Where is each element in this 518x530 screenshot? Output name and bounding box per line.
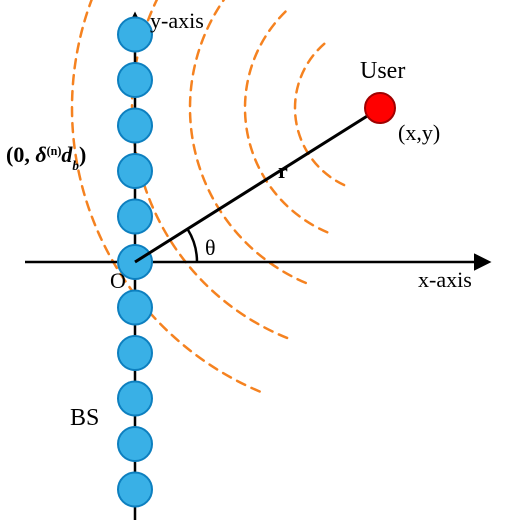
antenna-element — [118, 200, 152, 234]
theta-label: θ — [205, 235, 216, 260]
theta-arc — [188, 229, 197, 262]
antenna-element — [118, 18, 152, 52]
x-axis-label: x-axis — [418, 267, 472, 292]
antenna-element — [118, 473, 152, 507]
antenna-element — [118, 336, 152, 370]
user-label: User — [360, 58, 405, 84]
antenna-element — [118, 109, 152, 143]
y-axis-label: y-axis — [150, 8, 204, 33]
r-label: r — [278, 158, 288, 183]
origin-label: O — [110, 268, 126, 293]
wavefronts — [72, 0, 344, 392]
bs-label: BS — [70, 405, 99, 431]
antenna-element — [118, 154, 152, 188]
user-coord-label: (x,y) — [398, 120, 440, 145]
antenna-element — [118, 427, 152, 461]
user-point — [365, 93, 395, 123]
antenna-element — [118, 63, 152, 97]
antenna-element — [118, 291, 152, 325]
antenna-element — [118, 382, 152, 416]
